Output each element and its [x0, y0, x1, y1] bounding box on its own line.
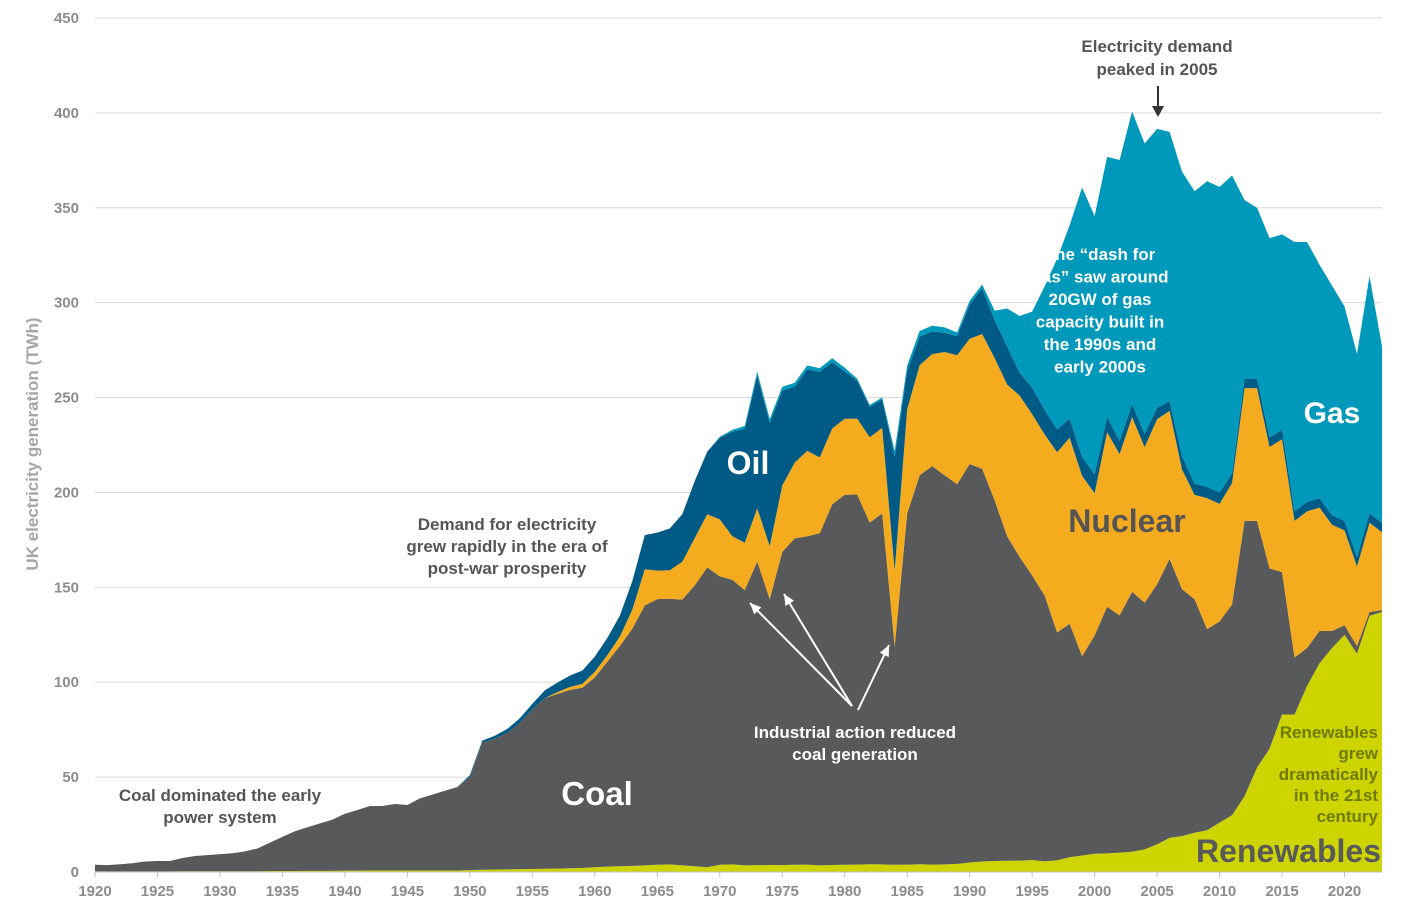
x-tick-label: 2000 [1078, 883, 1111, 900]
y-tick-label: 0 [71, 864, 79, 881]
label-coal: Coal [561, 775, 633, 812]
stacked-areas [95, 111, 1382, 872]
area-coal [95, 463, 1382, 872]
annotation-demand-peak: Electricity demand peaked in 2005 [1081, 37, 1232, 79]
x-tick-label: 1975 [766, 883, 799, 900]
industrial-arrow-head [750, 603, 762, 615]
area-oil [95, 288, 1382, 866]
x-tick-label: 1920 [78, 883, 111, 900]
industrial-arrow-head [784, 594, 794, 606]
peak-arrow-head [1152, 106, 1164, 117]
x-tick-label: 1995 [1015, 883, 1048, 900]
x-tick-label: 1980 [828, 883, 861, 900]
x-tick-label: 2005 [1140, 883, 1173, 900]
y-tick-label: 400 [54, 105, 79, 122]
x-tick-label: 1940 [328, 883, 361, 900]
label-nuclear: Nuclear [1068, 503, 1185, 539]
y-tick-label: 100 [54, 674, 79, 691]
x-tick-label: 1945 [391, 883, 424, 900]
x-tick-labels: 1920 1925 1930 1935 1940 1945 1950 1955 1960 1965… [78, 872, 1361, 900]
y-tick-label: 200 [54, 484, 79, 501]
label-gas: Gas [1304, 397, 1361, 430]
industrial-arrow [783, 593, 853, 707]
y-tick-label: 150 [54, 579, 79, 596]
y-tick-label: 250 [54, 390, 79, 407]
x-tick-label: 1990 [953, 883, 986, 900]
x-tick-label: 2010 [1203, 883, 1236, 900]
x-tick-label: 1965 [641, 883, 674, 900]
y-axis-label: UK electricity generation (TWh) [23, 317, 42, 570]
x-tick-label: 1955 [516, 883, 549, 900]
annotation-dash-for-gas: The “dash for gas” saw around 20GW of gas c… [1032, 245, 1169, 377]
x-tick-label: 1960 [578, 883, 611, 900]
annotations: Electricity demand peaked in 2005 The “das… [119, 37, 1381, 869]
gridlines [95, 17, 1382, 778]
annotation-renewables-growth: Renewables grew dramatically in the 21st cen… [1279, 723, 1379, 826]
x-tick-label: 1970 [703, 883, 736, 900]
y-tick-label: 350 [54, 200, 79, 217]
y-tick-label: 450 [54, 10, 79, 27]
x-tick-label: 1985 [890, 883, 923, 900]
industrial-arrow [857, 644, 890, 711]
x-tick-label: 2015 [1265, 883, 1298, 900]
area-renewables [95, 612, 1382, 872]
area-nuclear [95, 333, 1382, 866]
y-tick-labels: 0 50 100 150 200 250 300 350 400 450 [54, 10, 79, 881]
area-gas [95, 111, 1382, 866]
y-tick-label: 300 [54, 295, 79, 312]
y-tick-label: 50 [62, 769, 79, 786]
annotation-coal-early: Coal dominated the early power system [119, 786, 322, 827]
industrial-arrow [749, 602, 853, 707]
x-tick-label: 1930 [203, 883, 236, 900]
industrial-arrow-head [879, 645, 889, 658]
x-tick-label: 1925 [141, 883, 174, 900]
annotation-industrial-action: Industrial action reduced coal generation [754, 723, 956, 764]
label-renewables: Renewables [1196, 833, 1381, 869]
x-tick-label: 1935 [266, 883, 299, 900]
x-tick-label: 1950 [453, 883, 486, 900]
x-tick-label: 2020 [1328, 883, 1361, 900]
label-oil: Oil [727, 445, 770, 481]
annotation-post-war-demand: Demand for electricity grew rapidly in th… [406, 515, 608, 578]
